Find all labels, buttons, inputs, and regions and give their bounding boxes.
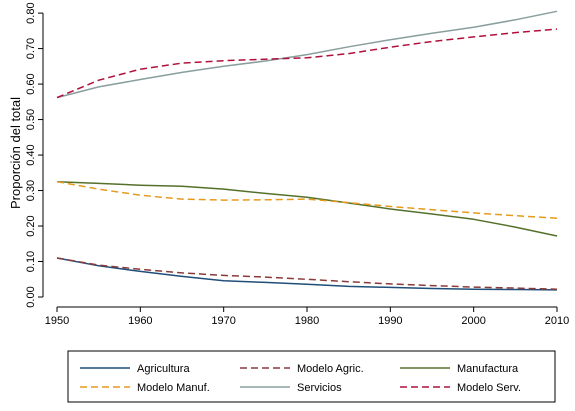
y-axis-title: Proporción del total [8,97,23,209]
series-line-6 [56,28,558,99]
series-line-2 [56,257,558,290]
legend-label: Modelo Agric. [297,363,364,375]
legend-label: Modelo Manuf. [137,382,210,394]
y-tick-label: 0.40 [25,144,37,165]
y-tick-label: 0.00 [25,286,37,307]
x-tick-label: 2000 [461,315,485,327]
x-axis: 1950 1960 1970 1980 1990 2000 2010 [45,306,569,327]
legend-label: Agricultura [137,363,190,375]
y-tick-label: 0.60 [25,73,37,94]
legend-label: Servicios [297,382,342,394]
y-tick-label: 0.30 [25,180,37,201]
x-tick-label: 1980 [295,315,319,327]
y-tick-label: 0.50 [25,109,37,130]
legend-label: Modelo Serv. [457,382,521,394]
series-line-5 [56,10,558,99]
series-line-4 [56,180,558,219]
y-tick-label: 0.70 [25,38,37,59]
x-tick-label: 1990 [378,315,402,327]
legend: Agricultura Modelo Agric. Manufactura Model… [67,350,556,403]
x-tick-label: 1970 [211,315,235,327]
legend-label: Manufactura [457,363,519,375]
plot-lines [56,10,558,291]
series-line-1 [56,257,558,291]
y-tick-label: 0.10 [25,251,37,272]
y-tick-label: 0.80 [25,2,37,23]
x-tick-label: 2010 [545,315,569,327]
y-tick-label: 0.20 [25,215,37,236]
x-tick-label: 1960 [128,315,152,327]
y-axis: 0.00 0.10 0.20 0.30 0.40 0.50 0.60 0.70 0.80 [25,2,44,308]
legend-box [67,350,556,403]
x-tick-label: 1950 [45,315,69,327]
series-line-3 [56,180,558,237]
